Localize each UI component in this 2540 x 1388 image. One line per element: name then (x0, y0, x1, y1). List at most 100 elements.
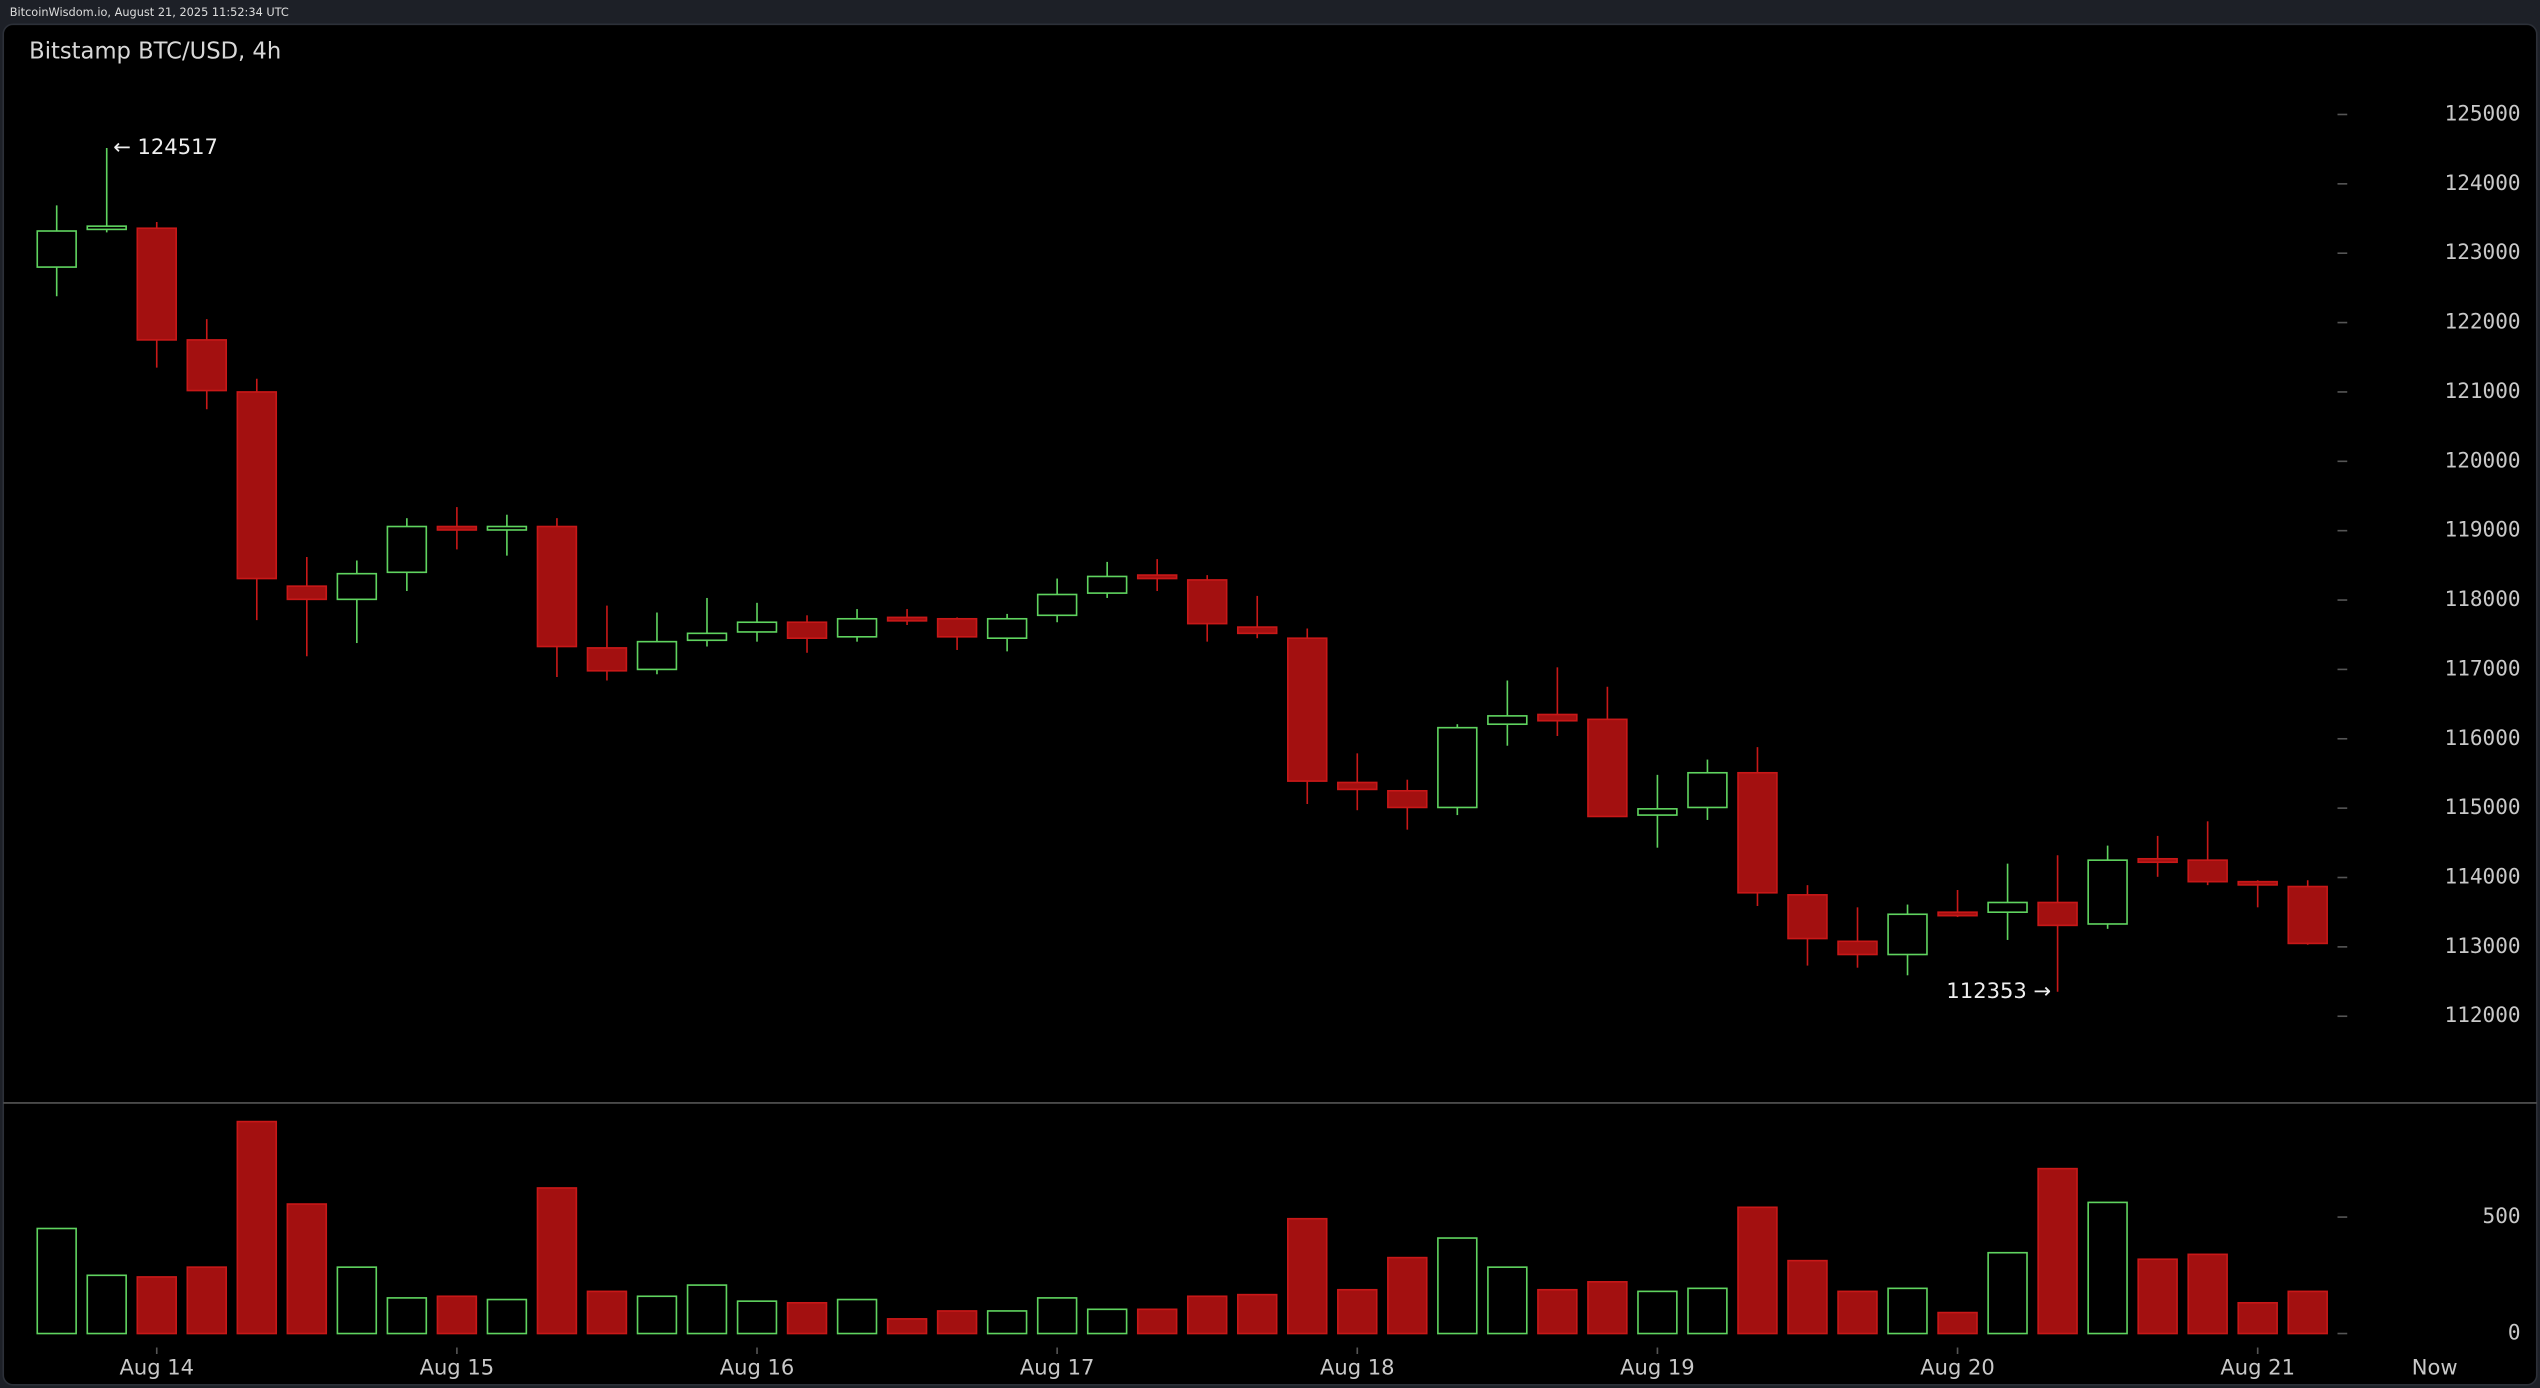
volume-bar (1937, 1311, 1978, 1335)
annotation-high: ← 124517 (113, 134, 218, 159)
volume-bar (1036, 1297, 1078, 1335)
volume-bar (1787, 1259, 1828, 1335)
y-tick-label: 0 (2508, 1320, 2521, 1345)
candle-body (986, 617, 1028, 640)
candle-body (836, 617, 878, 638)
candle-body (186, 339, 228, 392)
volume-bar (186, 1266, 228, 1335)
volume-bar (836, 1298, 878, 1335)
volume-bar (2237, 1301, 2278, 1335)
volume-bar (1437, 1237, 1478, 1335)
volume-bar (1136, 1308, 1178, 1335)
candle-body (1437, 726, 1478, 809)
candle-body (236, 391, 278, 580)
candle-body (636, 640, 678, 671)
volume-bar (1687, 1287, 1728, 1335)
volume-bar (86, 1274, 127, 1335)
candle-body (1387, 789, 1428, 809)
candle-body (336, 572, 378, 601)
candle-body (286, 585, 328, 601)
volume-bar (1337, 1288, 1378, 1335)
candle-body (1637, 808, 1678, 816)
y-tick-label: 116000 (2445, 725, 2521, 750)
volume-bar (1887, 1287, 1928, 1335)
volume-bar (986, 1310, 1028, 1335)
volume-bar (586, 1290, 628, 1335)
y-tick-label: 120000 (2445, 447, 2521, 472)
candle-body (1136, 574, 1178, 580)
y-tick-label: 500 (2483, 1203, 2521, 1228)
volume-bar (386, 1297, 428, 1335)
candle-body (1937, 911, 1978, 917)
candle-body (1687, 771, 1728, 809)
candle-body (736, 621, 778, 633)
x-tick-label: Aug 17 (1020, 1355, 1095, 1380)
y-tick-label: 113000 (2445, 933, 2521, 958)
candle-body (1587, 718, 1628, 818)
volume-bar (236, 1120, 278, 1335)
y-tick-label: 123000 (2445, 239, 2521, 264)
volume-bar (1487, 1266, 1528, 1335)
volume-bar (1387, 1256, 1428, 1335)
y-tick-label: 122000 (2445, 309, 2521, 334)
y-tick-label: 117000 (2445, 655, 2521, 680)
candle-body (786, 621, 828, 640)
candle-body (1537, 713, 1578, 722)
volume-bar (536, 1187, 578, 1335)
volume-bar (286, 1203, 328, 1335)
candle-body (1787, 894, 1828, 940)
volume-bar (2037, 1167, 2078, 1335)
volume-bar (686, 1284, 728, 1335)
chart-panel (2, 23, 2538, 1386)
y-tick-label: 115000 (2445, 794, 2521, 819)
candle-body (1186, 579, 1228, 625)
candle-body (1987, 901, 2028, 914)
candle-body (86, 225, 127, 231)
candle-body (2287, 885, 2328, 945)
volume-bar (1637, 1290, 1678, 1335)
volume-bar (2187, 1253, 2228, 1335)
volume-bar (2137, 1258, 2178, 1335)
volume-bar (736, 1300, 778, 1335)
x-tick-label: Aug 15 (420, 1355, 495, 1380)
candle-body (686, 632, 728, 642)
y-tick-label: 114000 (2445, 864, 2521, 889)
x-tick-label: Aug 19 (1620, 1355, 1695, 1380)
candle-body (2137, 857, 2178, 864)
x-tick-label: Aug 14 (119, 1355, 194, 1380)
candle-body (1236, 626, 1278, 635)
volume-bar (1737, 1206, 1778, 1335)
volume-bar (2287, 1290, 2328, 1335)
volume-bar (1287, 1217, 1328, 1335)
annotation-low: 112353 → (1946, 978, 2051, 1003)
volume-bar (786, 1301, 828, 1335)
x-tick-label: Aug 21 (2220, 1355, 2295, 1380)
chart-title: Bitstamp BTC/USD, 4h (29, 38, 281, 64)
candle-body (536, 525, 578, 648)
candle-body (1837, 940, 1878, 956)
candle-body (1337, 781, 1378, 791)
volume-bar (1086, 1308, 1128, 1335)
candle-body (486, 525, 528, 531)
candle-body (936, 617, 978, 638)
y-tick-label: 118000 (2445, 586, 2521, 611)
volume-bar (486, 1298, 528, 1335)
candle-body (136, 227, 177, 341)
volume-bar (1987, 1251, 2028, 1335)
y-tick-label: 119000 (2445, 517, 2521, 542)
volume-bar (36, 1227, 77, 1335)
candle-body (2237, 880, 2278, 886)
volume-bar (1837, 1290, 1878, 1335)
candle-body (1287, 637, 1328, 782)
candle-body (1036, 593, 1078, 617)
volume-bar (336, 1266, 378, 1335)
candle-body (1737, 771, 1778, 894)
candle-body (386, 525, 428, 574)
volume-bar (436, 1295, 478, 1335)
volume-bar (886, 1318, 928, 1335)
x-tick-label: Aug 20 (1920, 1355, 1995, 1380)
y-tick-label: 125000 (2445, 100, 2521, 125)
header-text: BitcoinWisdom.io, August 21, 2025 11:52:… (10, 5, 289, 19)
y-tick-label: 124000 (2445, 170, 2521, 195)
